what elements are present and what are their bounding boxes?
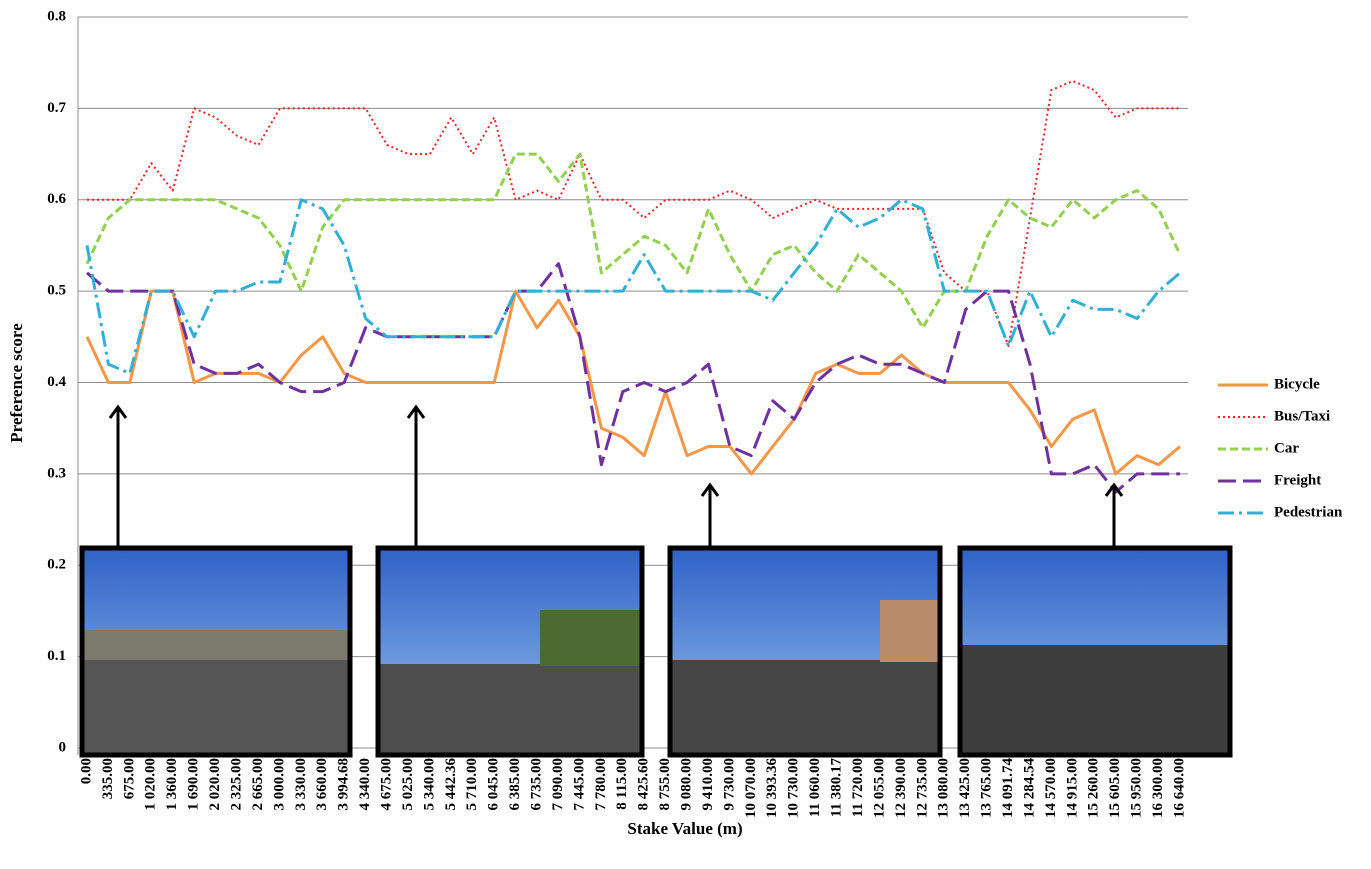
x-tick-label: 10 393.36 (764, 758, 780, 819)
x-tick-label: 16 640.00 (1171, 758, 1187, 818)
y-tick-label: 0.7 (47, 100, 66, 116)
photo (378, 548, 642, 755)
x-tick-label: 14 915.00 (1064, 758, 1080, 818)
x-tick-label: 6 045.00 (486, 758, 502, 811)
x-tick-label: 9 080.00 (679, 758, 695, 811)
x-tick-label: 13 765.00 (979, 758, 995, 818)
legend-label: Bicycle (1274, 376, 1320, 392)
x-tick-label: 1 690.00 (186, 758, 202, 811)
x-tick-label: 15 605.00 (1107, 758, 1123, 818)
x-tick-label: 12 390.00 (893, 758, 909, 818)
x-tick-label: 9 410.00 (700, 758, 716, 811)
y-tick-label: 0.8 (47, 8, 66, 24)
legend-label: Pedestrian (1274, 504, 1343, 520)
arrows (110, 407, 1122, 548)
x-tick-label: 16 300.00 (1150, 758, 1166, 818)
x-tick-label: 5 442.36 (443, 758, 459, 811)
x-labels: 0.00 335.00 675.00 1 020.00 1 360.00 1 690.00… (78, 758, 1187, 819)
legend-label: Freight (1274, 472, 1321, 488)
x-tick-label: 15 950.00 (1129, 758, 1145, 818)
x-tick-label: 2 665.00 (250, 758, 266, 811)
x-tick-label: 5 025.00 (400, 758, 416, 811)
x-tick-label: 10 070.00 (743, 758, 759, 818)
x-tick-label: 12 735.00 (914, 758, 930, 818)
legend-label: Car (1274, 440, 1299, 456)
x-tick-label: 8 755.00 (657, 758, 673, 811)
series-line (87, 200, 1180, 374)
x-tick-label: 8 115.00 (614, 758, 630, 810)
x-tick-label: 14 570.00 (1043, 758, 1059, 818)
photos (82, 548, 1230, 755)
photo (670, 548, 940, 755)
y-tick-label: 0.5 (47, 283, 66, 299)
photo (82, 548, 350, 755)
x-tick-label: 9 730.00 (721, 758, 737, 811)
x-tick-label: 3 660.00 (314, 758, 330, 811)
x-tick-label: 14 091.74 (1000, 758, 1016, 819)
x-tick-label: 2 325.00 (228, 758, 244, 811)
y-axis-title: Preference score (7, 323, 26, 443)
x-tick-label: 3 994.68 (336, 758, 352, 811)
y-tick-label: 0.1 (47, 648, 66, 664)
x-tick-label: 12 055.00 (871, 758, 887, 818)
chart: 0 0.1 0.2 0.3 0.4 0.5 0.6 0.7 0.8 0.00 335.00 675.… (0, 0, 1371, 869)
y-tick-label: 0.2 (47, 557, 66, 573)
x-tick-label: 11 380.17 (829, 758, 845, 818)
x-tick-label: 7 090.00 (550, 758, 566, 811)
x-tick-label: 7 445.00 (571, 758, 587, 811)
x-tick-label: 5 340.00 (421, 758, 437, 811)
x-tick-label: 3 000.00 (271, 758, 287, 811)
legend-label: Bus/Taxi (1274, 408, 1330, 424)
y-tick-label: 0.6 (47, 191, 66, 207)
x-tick-label: 8 425.60 (636, 758, 652, 811)
x-tick-label: 4 340.00 (357, 758, 373, 811)
x-axis-title: Stake Value (m) (627, 819, 742, 838)
x-tick-label: 7 780.00 (593, 758, 609, 811)
x-tick-label: 4 675.00 (378, 758, 394, 811)
x-tick-label: 1 360.00 (164, 758, 180, 811)
series-line (87, 81, 1180, 346)
x-tick-label: 14 284.54 (1021, 758, 1037, 819)
x-tick-label: 675.00 (121, 758, 137, 799)
y-labels: 0 0.1 0.2 0.3 0.4 0.5 0.6 0.7 0.8 (47, 8, 66, 755)
x-tick-label: 6 385.00 (507, 758, 523, 811)
x-tick-label: 335.00 (100, 758, 116, 799)
x-tick-label: 6 735.00 (528, 758, 544, 811)
x-tick-label: 2 020.00 (207, 758, 223, 811)
x-tick-label: 15 260.00 (1086, 758, 1102, 818)
y-tick-label: 0 (59, 739, 67, 755)
lines (87, 81, 1180, 492)
x-tick-label: 13 425.00 (957, 758, 973, 818)
legend: Bicycle Bus/Taxi Car Freight Pedestrian (1218, 376, 1343, 520)
photo (960, 548, 1230, 755)
x-tick-label: 13 080.00 (936, 758, 952, 818)
x-tick-label: 11 720.00 (850, 758, 866, 817)
x-tick-label: 1 020.00 (143, 758, 159, 811)
x-tick-label: 0.00 (78, 758, 94, 784)
x-tick-label: 3 330.00 (293, 758, 309, 811)
y-tick-label: 0.4 (47, 374, 66, 390)
x-tick-label: 5 710.00 (464, 758, 480, 811)
x-tick-label: 10 730.00 (786, 758, 802, 818)
y-tick-label: 0.3 (47, 465, 66, 481)
x-tick-label: 11 060.00 (807, 758, 823, 817)
